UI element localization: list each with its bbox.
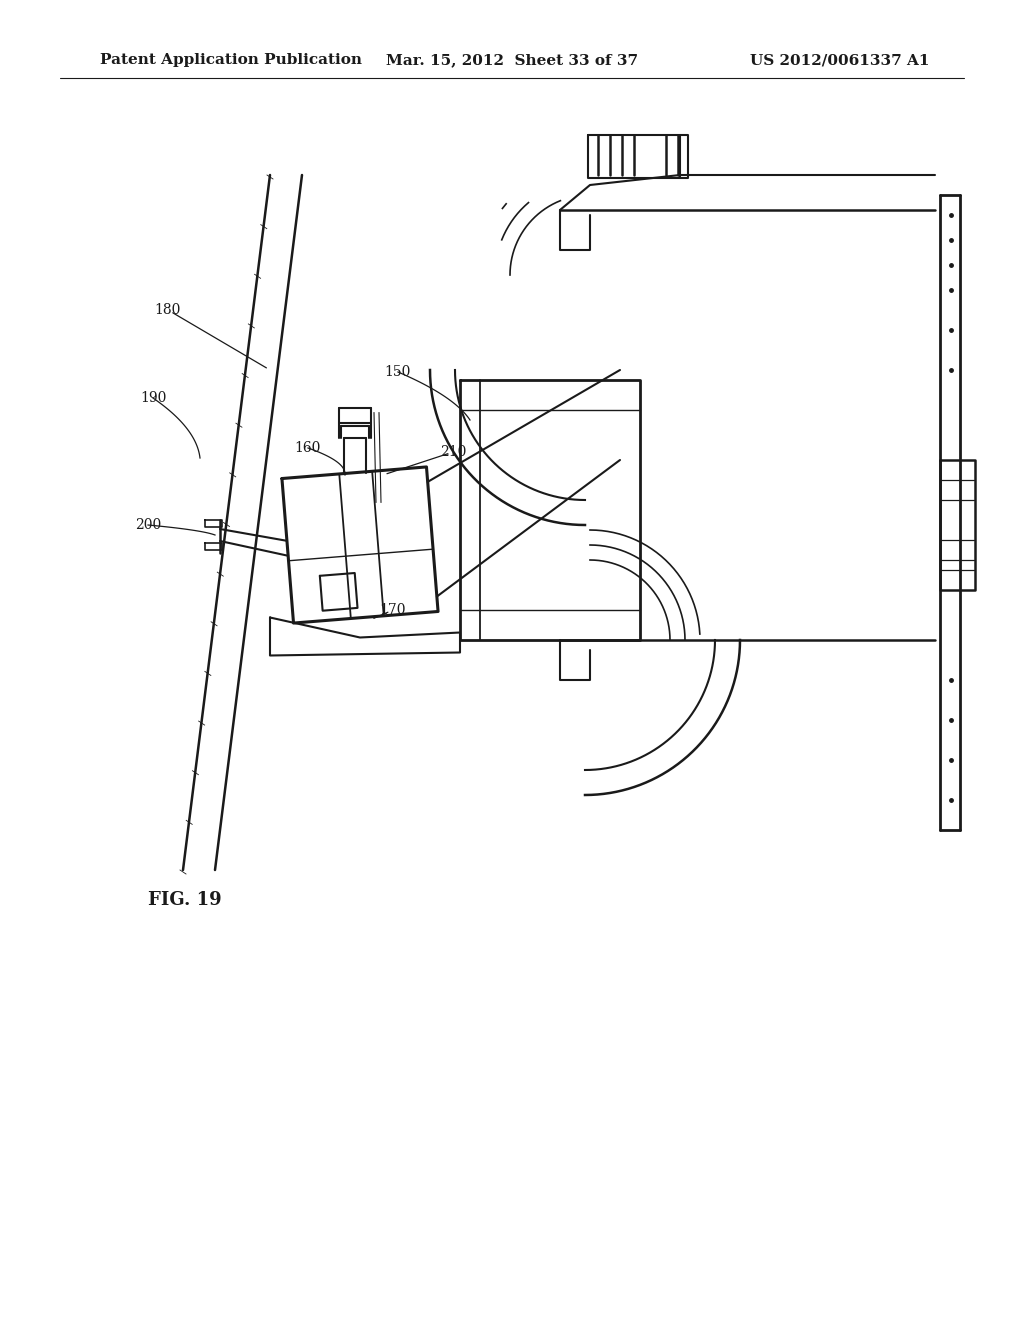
Text: FIG. 19: FIG. 19 xyxy=(148,891,221,909)
Text: US 2012/0061337 A1: US 2012/0061337 A1 xyxy=(751,53,930,67)
Text: 190: 190 xyxy=(140,391,166,405)
Text: 200: 200 xyxy=(135,517,161,532)
Text: 180: 180 xyxy=(155,304,181,317)
Text: 150: 150 xyxy=(385,366,412,379)
Text: 160: 160 xyxy=(295,441,322,455)
Text: Patent Application Publication: Patent Application Publication xyxy=(100,53,362,67)
Text: 210: 210 xyxy=(440,445,466,459)
Text: 170: 170 xyxy=(380,603,407,616)
Text: Mar. 15, 2012  Sheet 33 of 37: Mar. 15, 2012 Sheet 33 of 37 xyxy=(386,53,638,67)
